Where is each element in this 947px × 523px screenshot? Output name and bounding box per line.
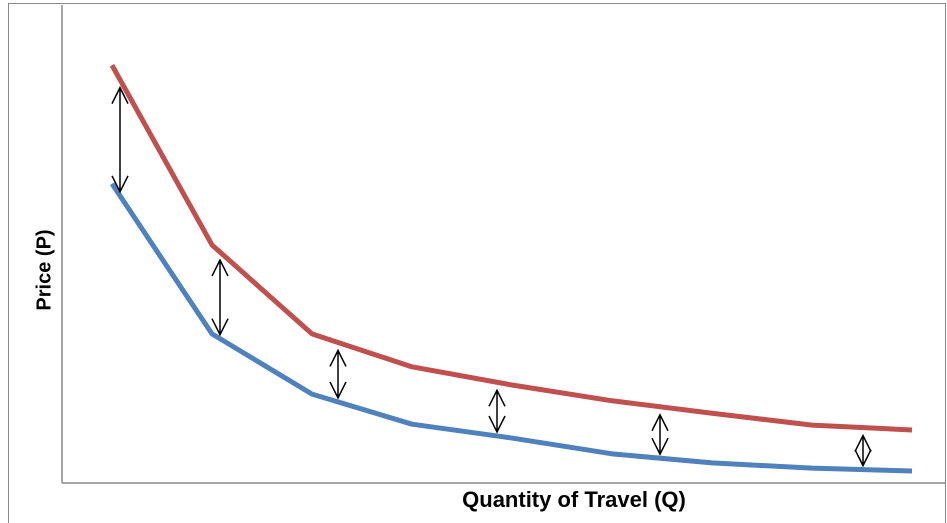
gap-arrow	[854, 433, 872, 468]
line-series	[109, 182, 913, 474]
chart-frame	[8, 3, 946, 523]
gap-arrow	[111, 85, 129, 194]
gap-arrow	[211, 258, 229, 337]
y-axis-label: Price (P)	[33, 229, 55, 310]
x-axis-label: Quantity of Travel (Q)	[462, 487, 686, 512]
gap-arrow	[329, 348, 347, 400]
line-series	[109, 64, 913, 433]
gap-arrow	[651, 413, 669, 456]
gap-arrow	[488, 388, 506, 434]
